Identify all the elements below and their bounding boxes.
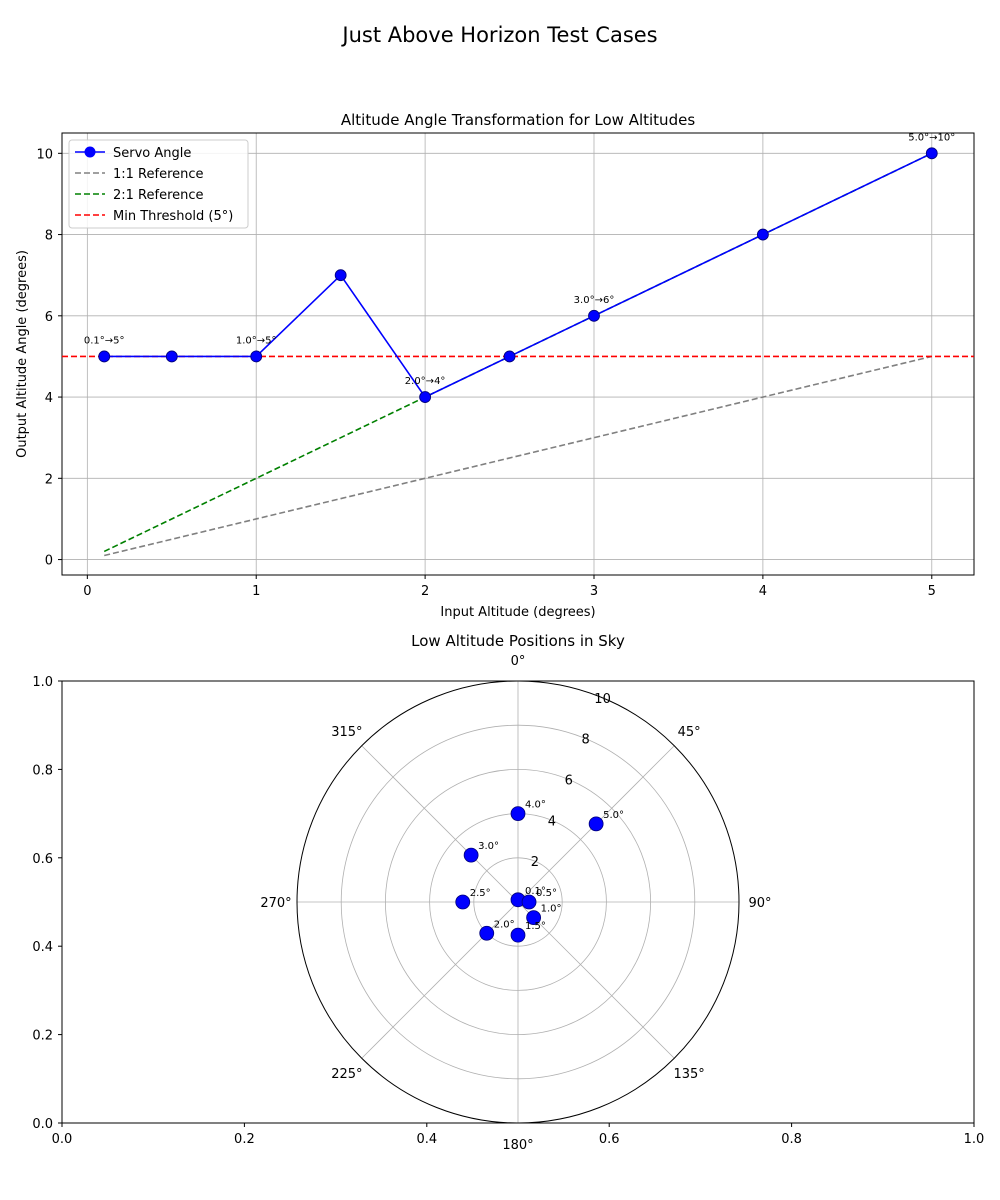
chart1-annotation: 1.0°→5° — [236, 335, 277, 346]
sky-point-label: 2.5° — [470, 888, 491, 899]
polar-theta-label: 270° — [260, 896, 291, 911]
sky-positions-chart: Low Altitude Positions in Sky 0.0 0.2 0.4 0… — [32, 632, 984, 1153]
chart1-ytick-label: 6 — [45, 310, 53, 325]
polar-theta-label: 180° — [502, 1138, 533, 1153]
chart1-ytick-label: 4 — [45, 391, 53, 406]
polar-theta-label: 315° — [331, 725, 362, 740]
figure-suptitle: Just Above Horizon Test Cases — [340, 23, 657, 47]
chart1-xtick-label: 2 — [421, 584, 429, 599]
polar-theta-label: 90° — [748, 896, 771, 911]
sky-point-label: 1.5° — [525, 921, 546, 932]
legend-label: Servo Angle — [113, 146, 191, 161]
chart2-xtick-label: 1.0 — [964, 1132, 985, 1147]
sky-point — [479, 925, 495, 941]
chart1-ytick-label: 0 — [45, 554, 53, 569]
chart2-xtick-label: 0.6 — [599, 1132, 620, 1147]
chart1-servo-point — [588, 309, 600, 322]
chart2-ytick-label: 1.0 — [32, 675, 53, 690]
chart1-servo-point — [503, 350, 516, 363]
chart1-annotation: 5.0°→10° — [908, 132, 955, 143]
sky-point — [463, 847, 479, 863]
polar-r-label: 6 — [565, 773, 573, 788]
chart2-ytick-label: 0.8 — [32, 763, 53, 778]
altitude-transformation-chart: Altitude Angle Transformation for Low Al… — [15, 111, 975, 620]
chart1-title: Altitude Angle Transformation for Low Al… — [341, 111, 695, 129]
chart1-servo-point — [756, 228, 769, 241]
legend-label: Min Threshold (5°) — [113, 209, 233, 224]
sky-point-label: 1.0° — [541, 904, 562, 915]
chart1-xtick-label: 3 — [590, 584, 598, 599]
legend-marker — [84, 146, 96, 158]
chart2-xtick-label: 0.2 — [234, 1132, 255, 1147]
chart2-ytick-label: 0.0 — [32, 1117, 53, 1132]
chart1-xtick-label: 1 — [252, 584, 260, 599]
chart1-xlabel: Input Altitude (degrees) — [440, 605, 595, 620]
chart2-ytick-label: 0.6 — [32, 852, 53, 867]
chart1-ytick-label: 8 — [45, 229, 53, 244]
polar-r-label: 4 — [548, 814, 556, 829]
chart2-ytick-label: 0.4 — [32, 940, 53, 955]
polar-frame — [296, 680, 740, 1124]
chart1-xtick-label: 0 — [83, 584, 91, 599]
chart1-annotation: 0.1°→5° — [84, 335, 125, 346]
polar-r-label: 10 — [594, 692, 611, 707]
chart1-annotation: 3.0°→6° — [574, 295, 615, 306]
sky-point — [521, 894, 537, 910]
chart1-series-1 — [104, 355, 932, 557]
sky-point — [526, 910, 542, 926]
chart1-annotation: 2.0°→4° — [405, 376, 446, 387]
sky-point-label: 0.1° — [525, 886, 546, 897]
chart2-xtick-label: 0.4 — [416, 1132, 437, 1147]
polar-theta-label: 135° — [673, 1067, 704, 1082]
sky-point — [455, 894, 471, 910]
polar-r-label: 8 — [582, 733, 590, 748]
chart2-points: 0.1°0.5° 1.0° 1.5° 2.0° 2.5° 3.0° 4.0° 5.0° — [455, 800, 624, 943]
chart2-xtick-label: 0.8 — [781, 1132, 802, 1147]
chart1-lines — [62, 147, 974, 557]
polar-theta-label: 225° — [331, 1067, 362, 1082]
chart1-ytick-label: 10 — [36, 147, 53, 162]
polar-r-label: 2 — [531, 855, 539, 870]
chart1-xtick-label: 5 — [928, 584, 936, 599]
chart1-servo-point — [925, 147, 938, 160]
chart1-ytick-label: 2 — [45, 472, 53, 487]
chart1-xtick-label: 4 — [759, 584, 767, 599]
chart1-servo-point — [165, 350, 178, 363]
chart1-legend-box — [68, 139, 249, 229]
sky-point-label: 0.5° — [536, 888, 557, 899]
chart2-xtick-label: 0.0 — [52, 1132, 73, 1147]
sky-point-label: 2.0° — [494, 919, 515, 930]
sky-point — [510, 806, 526, 821]
sky-point-label: 3.0° — [478, 841, 499, 852]
chart2-title: Low Altitude Positions in Sky — [411, 632, 625, 650]
chart1-annotations: 0.1°→5° 1.0°→5° 2.0°→4° 3.0°→6° 5.0°→10° — [84, 132, 955, 387]
sky-point-label: 4.0° — [525, 800, 546, 811]
chart1-ticks: 0 1 2 3 4 5 0 2 4 6 8 10 — [36, 147, 935, 599]
chart1-frame — [61, 132, 975, 576]
polar-theta-grid — [361, 745, 519, 903]
polar-theta-label: 45° — [678, 725, 701, 740]
chart1-ylabel: Output Altitude Angle (degrees) — [15, 250, 30, 458]
chart1-servo-point — [419, 391, 432, 403]
chart1-servo-point — [250, 350, 263, 363]
legend-label: 2:1 Reference — [113, 188, 204, 203]
legend-label: 1:1 Reference — [113, 167, 204, 182]
chart1-legend: Servo Angle 1:1 Reference 2:1 Reference Min… — [68, 139, 249, 229]
sky-point-label: 5.0° — [603, 810, 624, 821]
chart2-ytick-label: 0.2 — [32, 1029, 53, 1044]
sky-point — [510, 927, 526, 943]
chart1-servo-point — [98, 350, 111, 363]
polar-theta-grid — [517, 901, 675, 1059]
polar-theta-label: 0° — [511, 654, 526, 669]
chart1-servo-point — [334, 269, 347, 282]
sky-point — [588, 816, 604, 832]
